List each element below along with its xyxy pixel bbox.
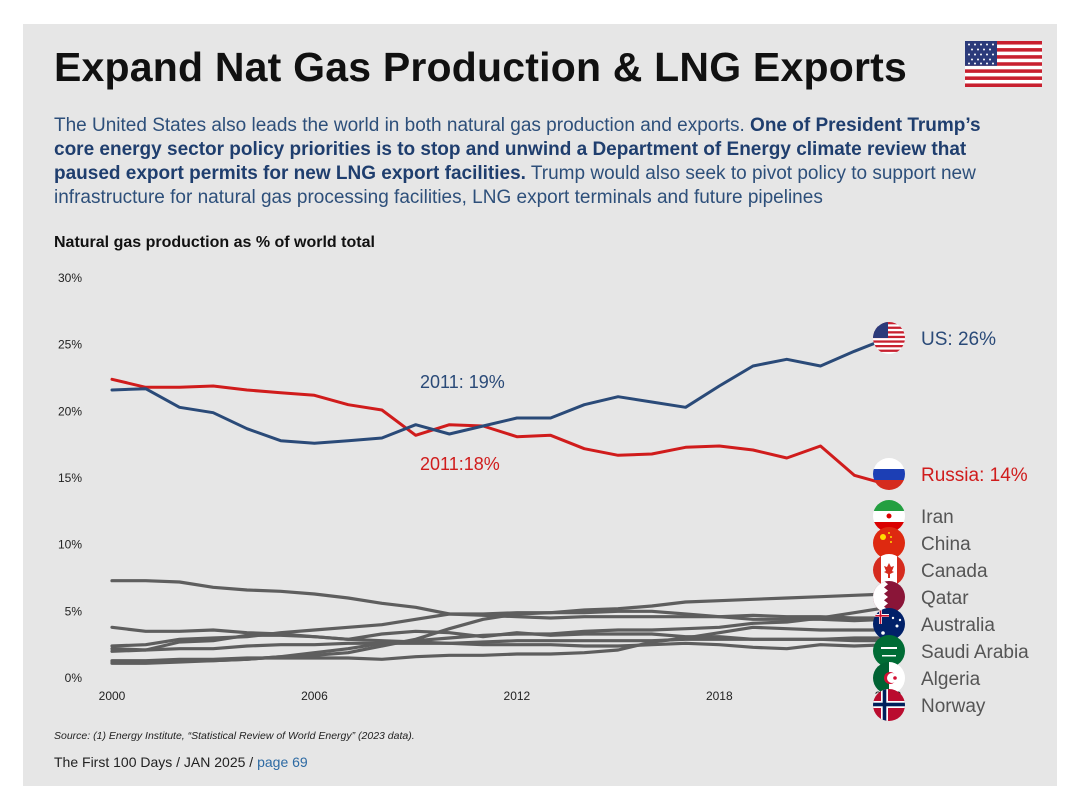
y-tick-label: 0% — [65, 671, 83, 685]
legend-label-iran: Iran — [921, 507, 954, 528]
y-tick-label: 10% — [58, 538, 82, 552]
annotation-russia-2011: 2011:18% — [420, 454, 500, 474]
russia-flag-icon — [873, 458, 905, 490]
x-tick-label: 2012 — [504, 689, 531, 703]
page-title: Expand Nat Gas Production & LNG Exports — [54, 44, 907, 90]
australia-flag-icon — [873, 608, 905, 640]
intro-paragraph: The United States also leads the world i… — [54, 114, 1014, 210]
legend-label-china: China — [921, 534, 971, 555]
legend-label-us: US: 26% — [921, 329, 996, 350]
page-number-link[interactable]: page 69 — [257, 754, 308, 770]
legend-label-norway: Norway — [921, 696, 986, 717]
series-line-russia — [110, 377, 890, 487]
series-line-algeria — [110, 625, 890, 651]
y-tick-label: 30% — [58, 271, 82, 285]
legend-label-algeria: Algeria — [921, 669, 981, 690]
source-note: Source: (1) Energy Institute, “Statistic… — [54, 730, 415, 742]
annotation-us-2011: 2011: 19% — [420, 372, 505, 392]
chart-title: Natural gas production as % of world tot… — [54, 234, 375, 251]
china-flag-icon — [873, 527, 905, 559]
us-flag-icon — [965, 41, 1042, 87]
legend-label-canada: Canada — [921, 561, 988, 582]
y-tick-label: 15% — [58, 471, 82, 485]
series-line-australia — [110, 625, 890, 663]
qatar-flag-icon — [873, 581, 905, 613]
series-line-norway — [110, 629, 890, 652]
legend-label-australia: Australia — [921, 615, 995, 636]
legend-label-qatar: Qatar — [921, 588, 969, 609]
saudi-arabia-flag-icon — [873, 635, 905, 667]
intro-text-2: Trump would also seek to pivot policy to… — [54, 163, 976, 208]
legend-label-russia: Russia: 14% — [921, 465, 1028, 486]
legend-label-saudi-arabia: Saudi Arabia — [921, 642, 1029, 663]
footer-publication: The First 100 Days / JAN 2025 / — [54, 754, 258, 770]
intro-bold-text: One of President Trump’s core energy sec… — [54, 115, 981, 184]
algeria-flag-icon — [873, 662, 905, 694]
series-line-us — [110, 336, 890, 445]
y-tick-label: 20% — [58, 404, 82, 418]
x-tick-label: 2018 — [706, 689, 733, 703]
intro-text-1: The United States also leads the world i… — [54, 115, 751, 136]
canada-flag-icon — [873, 554, 905, 586]
us-flag-icon — [873, 322, 905, 354]
y-tick-label: 25% — [58, 338, 82, 352]
norway-flag-icon — [873, 689, 905, 721]
footer: The First 100 Days / JAN 2025 / page 69 — [54, 754, 308, 770]
y-tick-label: 5% — [65, 604, 83, 618]
x-tick-label: 2006 — [301, 689, 328, 703]
x-tick-label: 2000 — [99, 689, 126, 703]
